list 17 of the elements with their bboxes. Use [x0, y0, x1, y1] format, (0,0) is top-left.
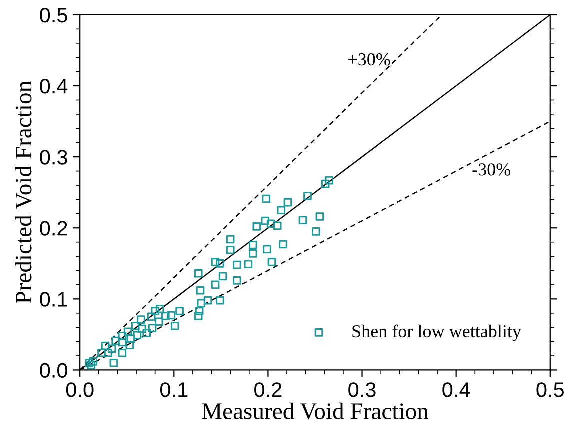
- legend-label: Shen for low wettablity: [352, 324, 522, 342]
- x-tick-label: 0.3: [348, 382, 376, 398]
- annotation: -30%: [472, 164, 511, 176]
- x-tick-label: 0.5: [536, 382, 564, 398]
- y-axis-title: Predicted Void Fraction: [15, 81, 32, 304]
- y-tick-label: 0.1: [40, 292, 68, 307]
- y-tick-label: 0.0: [40, 363, 68, 378]
- annotation: +30%: [348, 53, 390, 66]
- y-tick-label: 0.3: [40, 150, 68, 165]
- x-axis-title: Measured Void Fraction: [202, 402, 429, 420]
- y-tick-label: 0.2: [40, 221, 68, 236]
- x-tick-label: 0.1: [160, 382, 188, 398]
- x-tick-label: 0.4: [442, 382, 470, 398]
- x-tick-label: 0.0: [66, 382, 94, 398]
- x-tick-label: 0.2: [254, 382, 282, 398]
- y-tick-label: 0.5: [40, 8, 68, 23]
- y-tick-label: 0.4: [40, 79, 68, 94]
